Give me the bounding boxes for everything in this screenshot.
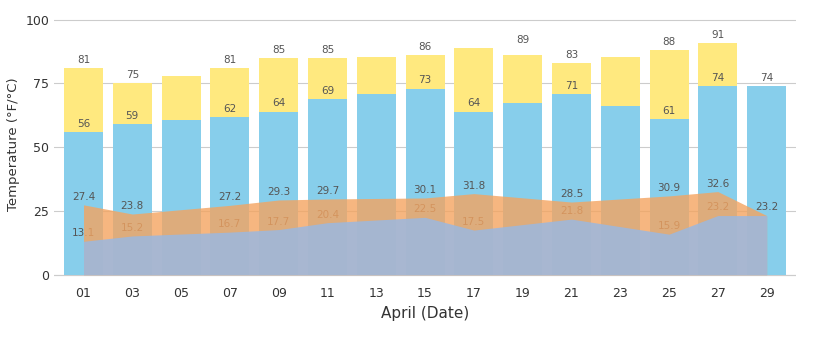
Bar [503, 102, 542, 275]
Text: 88: 88 [662, 37, 676, 47]
Text: 16.7: 16.7 [218, 219, 242, 229]
Bar [357, 57, 396, 275]
Bar [503, 55, 542, 275]
Bar [406, 89, 445, 275]
Text: 61: 61 [662, 106, 676, 116]
Bar [308, 58, 347, 275]
Text: 23.8: 23.8 [120, 201, 144, 211]
Text: 31.8: 31.8 [462, 181, 486, 190]
Text: 15.2: 15.2 [120, 223, 144, 233]
Text: 56: 56 [77, 119, 90, 129]
Text: 22.5: 22.5 [413, 204, 437, 214]
Bar [162, 76, 201, 275]
Bar [210, 68, 250, 275]
Bar [552, 94, 591, 275]
Text: 85: 85 [272, 45, 286, 55]
Text: 69: 69 [321, 86, 334, 96]
Text: 29.3: 29.3 [267, 187, 290, 197]
Text: 20.4: 20.4 [316, 210, 339, 220]
Bar [698, 86, 737, 275]
Text: 32.6: 32.6 [706, 178, 730, 189]
Bar [259, 58, 298, 275]
X-axis label: April (Date): April (Date) [381, 306, 469, 321]
Y-axis label: Temperature (°F/°C): Temperature (°F/°C) [7, 78, 20, 211]
Bar [259, 111, 298, 275]
Bar [698, 43, 737, 275]
Bar [552, 63, 591, 275]
Text: 81: 81 [223, 55, 237, 65]
Text: 28.5: 28.5 [560, 189, 583, 199]
Text: 30.9: 30.9 [657, 183, 681, 193]
Bar [357, 94, 396, 275]
Bar [308, 99, 347, 275]
Text: 91: 91 [711, 30, 725, 39]
Bar [210, 117, 250, 275]
Text: 27.2: 27.2 [218, 192, 242, 202]
Bar [747, 86, 786, 275]
Text: 17.7: 17.7 [267, 216, 290, 227]
Bar [64, 132, 103, 275]
Text: 85: 85 [321, 45, 334, 55]
Text: 59: 59 [125, 111, 139, 121]
Bar [406, 55, 445, 275]
Bar [454, 111, 493, 275]
Text: 81: 81 [77, 55, 90, 65]
Text: 23.2: 23.2 [755, 202, 779, 212]
Text: 30.1: 30.1 [413, 185, 437, 195]
Text: 27.4: 27.4 [72, 192, 95, 202]
Bar [747, 86, 786, 275]
Text: 86: 86 [418, 42, 432, 52]
Bar [650, 50, 689, 275]
Text: 17.5: 17.5 [462, 217, 486, 227]
Bar [650, 119, 689, 275]
Text: 71: 71 [565, 81, 578, 90]
Text: 21.8: 21.8 [560, 206, 583, 216]
Bar [113, 124, 152, 275]
Bar [162, 121, 201, 275]
Text: 13.1: 13.1 [72, 228, 95, 238]
Text: 74: 74 [760, 73, 774, 83]
Text: 15.9: 15.9 [657, 221, 681, 231]
Text: 73: 73 [418, 76, 432, 85]
Bar [454, 48, 493, 275]
Text: 62: 62 [223, 104, 237, 114]
Text: 74: 74 [711, 73, 725, 83]
Text: 23.2: 23.2 [706, 202, 730, 212]
Text: 75: 75 [125, 70, 139, 80]
Text: 83: 83 [565, 50, 578, 60]
Text: 64: 64 [467, 98, 481, 109]
Text: 29.7: 29.7 [316, 186, 339, 196]
Bar [64, 68, 103, 275]
Bar [601, 57, 640, 275]
Bar [601, 106, 640, 275]
Bar [113, 84, 152, 275]
Text: 64: 64 [272, 98, 286, 109]
Text: 89: 89 [516, 35, 530, 45]
